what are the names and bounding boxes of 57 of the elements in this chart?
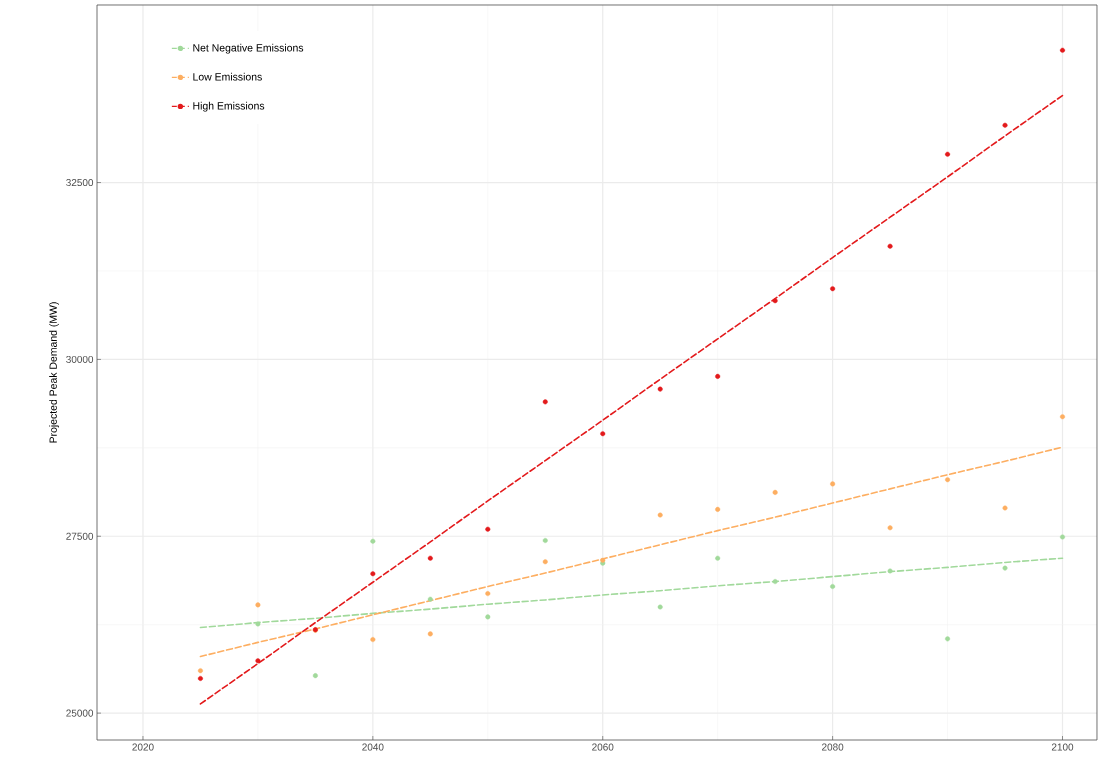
legend-label: High Emissions	[193, 101, 265, 112]
point	[485, 591, 491, 597]
point	[657, 512, 663, 518]
x-tick-label: 2100	[1051, 743, 1074, 751]
point	[830, 481, 836, 487]
x-tick-label: 2040	[362, 743, 384, 751]
point	[427, 596, 433, 602]
point	[427, 555, 433, 561]
point	[945, 151, 951, 157]
point	[255, 658, 261, 664]
line-series	[199, 557, 1064, 629]
point	[715, 506, 721, 512]
point	[830, 584, 836, 589]
legend-label: Low Emissions	[193, 72, 262, 81]
point	[830, 286, 836, 292]
point	[945, 636, 951, 642]
x-tick-label: 2060	[592, 743, 614, 751]
point	[657, 604, 663, 610]
x-tick-label: 2020	[132, 743, 154, 751]
point	[1060, 534, 1065, 540]
point	[485, 614, 491, 620]
point	[887, 568, 893, 574]
point	[1060, 414, 1065, 420]
point	[370, 538, 376, 544]
point	[1002, 565, 1008, 571]
point	[197, 668, 203, 674]
y-tick-label: 27500	[66, 532, 94, 540]
point	[542, 399, 548, 405]
point	[772, 298, 778, 304]
y-tick-label: 30000	[66, 355, 94, 363]
point	[485, 526, 491, 532]
point	[255, 602, 261, 608]
point	[542, 559, 548, 565]
point	[772, 489, 778, 495]
point	[370, 637, 376, 643]
point	[1060, 47, 1065, 53]
point	[370, 571, 376, 577]
point	[945, 477, 951, 483]
point	[657, 386, 663, 392]
legend-label: Net Negative Emissions	[193, 43, 304, 54]
x-tick-label: 2080	[822, 743, 844, 751]
point	[772, 579, 778, 585]
point	[1002, 122, 1008, 128]
point	[312, 673, 318, 679]
point	[715, 373, 721, 379]
point	[887, 525, 893, 531]
point	[255, 621, 261, 627]
point	[715, 555, 721, 561]
point	[600, 431, 606, 437]
point	[542, 538, 548, 543]
point	[427, 631, 433, 637]
y-tick-label: 25000	[66, 709, 94, 717]
y-axis-title: Projected Peak Demand (MW)	[49, 302, 59, 443]
point	[887, 243, 893, 249]
y-tick-label: 32500	[66, 179, 94, 187]
point	[197, 675, 203, 681]
point	[1002, 505, 1008, 511]
